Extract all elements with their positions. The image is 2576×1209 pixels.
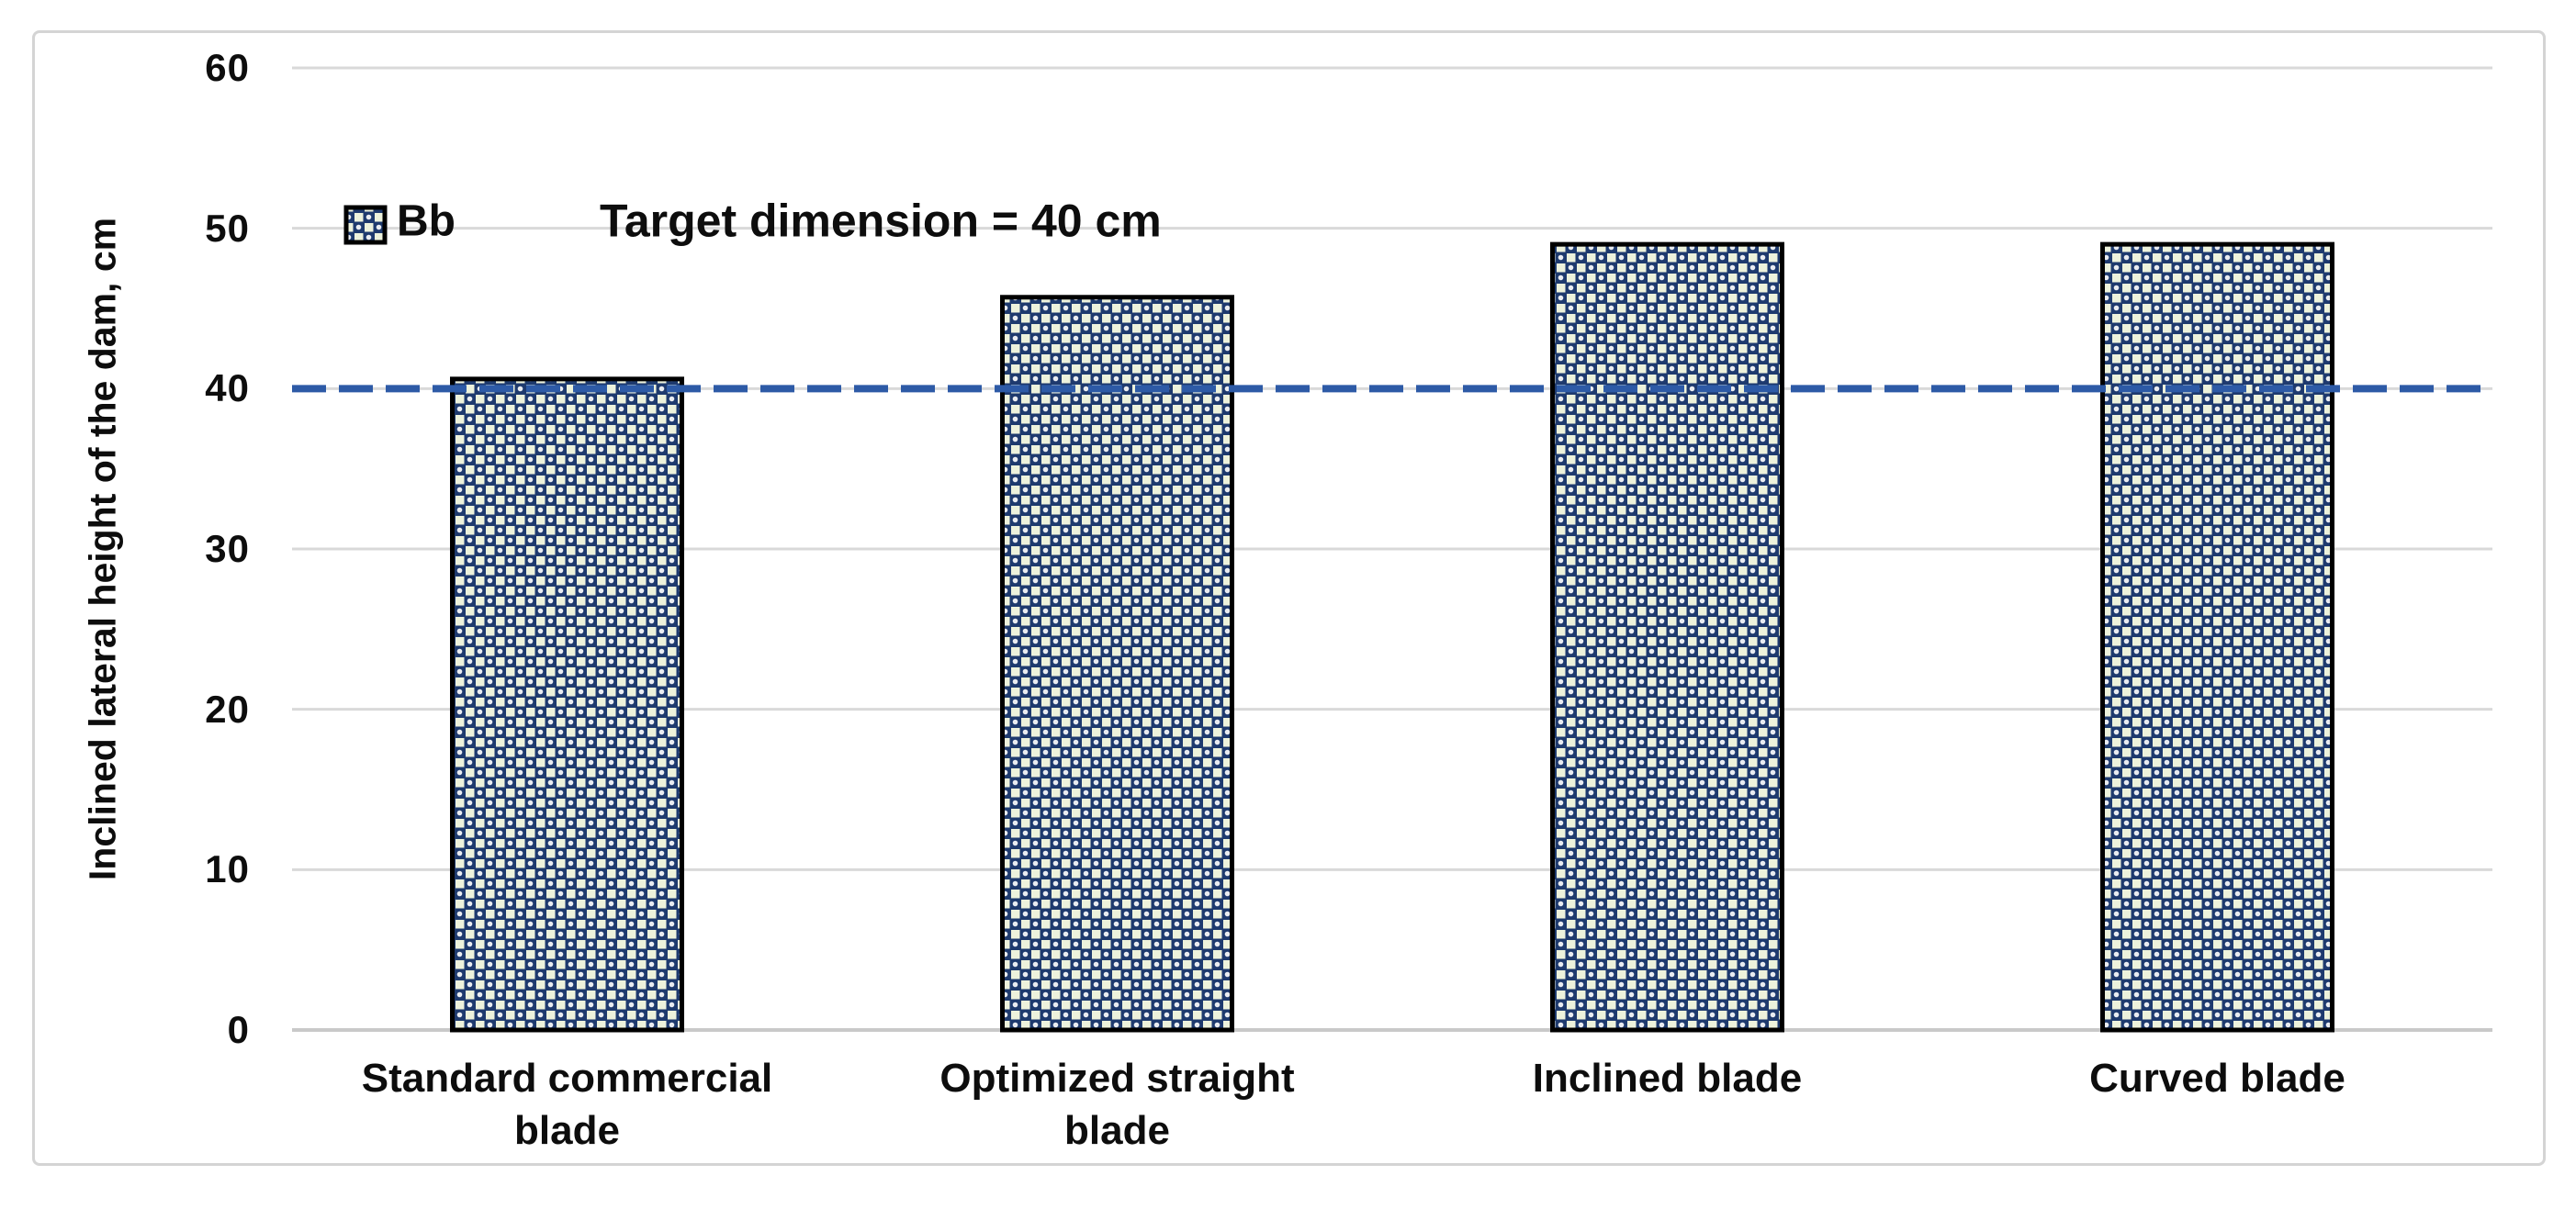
y-tick-label-20: 20 <box>205 687 250 731</box>
bar-standard-commercial-blade <box>450 376 684 1033</box>
y-tick-label-30: 30 <box>205 527 250 570</box>
legend-label: Bb <box>397 196 456 246</box>
x-category-label-inclined-blade: Inclined blade <box>1532 1056 1803 1101</box>
x-category-label-standard-commercial-blade: Standard commercial blade <box>361 1056 773 1154</box>
bar-series <box>450 241 2334 1033</box>
y-tick-label-50: 50 <box>205 206 250 250</box>
y-tick-label-40: 40 <box>205 366 250 410</box>
legend-swatch-icon <box>343 205 388 245</box>
bar-optimized-straight-blade <box>1000 295 1234 1033</box>
x-category-label-optimized-straight-blade: Optimized straight blade <box>939 1056 1295 1154</box>
bar-inclined-blade <box>1550 241 1784 1033</box>
y-tick-label-0: 0 <box>227 1008 250 1051</box>
target-dimension-annotation: Target dimension = 40 cm <box>600 195 1162 247</box>
y-tick-label-10: 10 <box>205 847 250 891</box>
legend-swatch-rect <box>343 205 388 245</box>
y-axis-title: Inclined lateral height of the dam, cm <box>81 217 124 881</box>
x-category-label-curved-blade: Curved blade <box>2089 1056 2345 1101</box>
bar-curved-blade <box>2100 241 2334 1033</box>
y-tick-label-60: 60 <box>205 46 250 89</box>
